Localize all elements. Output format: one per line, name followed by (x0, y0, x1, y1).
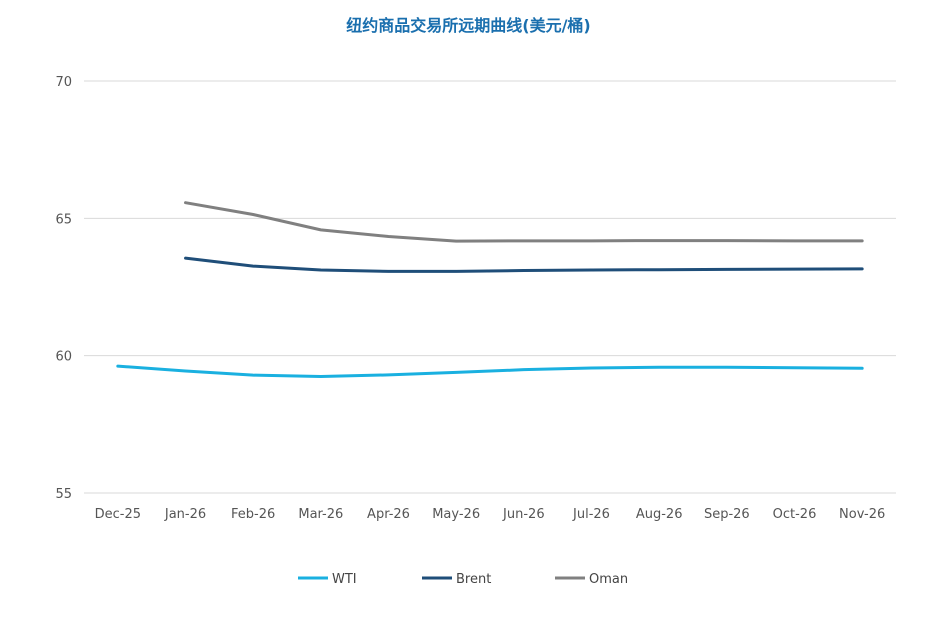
x-tick-label: May-26 (432, 507, 480, 522)
series-lines (116, 201, 864, 379)
x-tick-label: Dec-25 (95, 507, 141, 522)
chart-title: 纽约商品交易所远期曲线(美元/桶) (346, 16, 591, 35)
series-line-brent (184, 256, 864, 273)
legend-label-wti: WTI (332, 572, 357, 587)
x-tick-label: Sep-26 (704, 507, 750, 522)
y-tick-label: 70 (55, 75, 72, 90)
series-line-wti (116, 364, 864, 379)
x-tick-label: Oct-26 (773, 507, 817, 522)
y-axis-ticks: 55 60 65 70 (55, 75, 72, 502)
x-axis-ticks: Dec-25 Jan-26 Feb-26 Mar-26 Apr-26 May-26 Jun-… (95, 507, 886, 522)
y-tick-label: 55 (55, 487, 72, 502)
x-tick-label: Nov-26 (839, 507, 885, 522)
x-tick-label: Mar-26 (298, 507, 343, 522)
x-tick-label: Jan-26 (164, 507, 206, 522)
x-tick-label: Jul-26 (572, 507, 610, 522)
x-tick-label: Aug-26 (636, 507, 683, 522)
legend: WTI Brent Oman (298, 572, 628, 587)
gridlines (84, 80, 896, 494)
y-tick-label: 60 (55, 350, 72, 365)
x-tick-label: Apr-26 (367, 507, 410, 522)
series-line-oman (184, 201, 864, 243)
x-tick-label: Feb-26 (231, 507, 275, 522)
legend-label-oman: Oman (589, 572, 628, 587)
legend-label-brent: Brent (456, 572, 491, 587)
x-tick-label: Jun-26 (502, 507, 545, 522)
y-tick-label: 65 (55, 212, 72, 227)
